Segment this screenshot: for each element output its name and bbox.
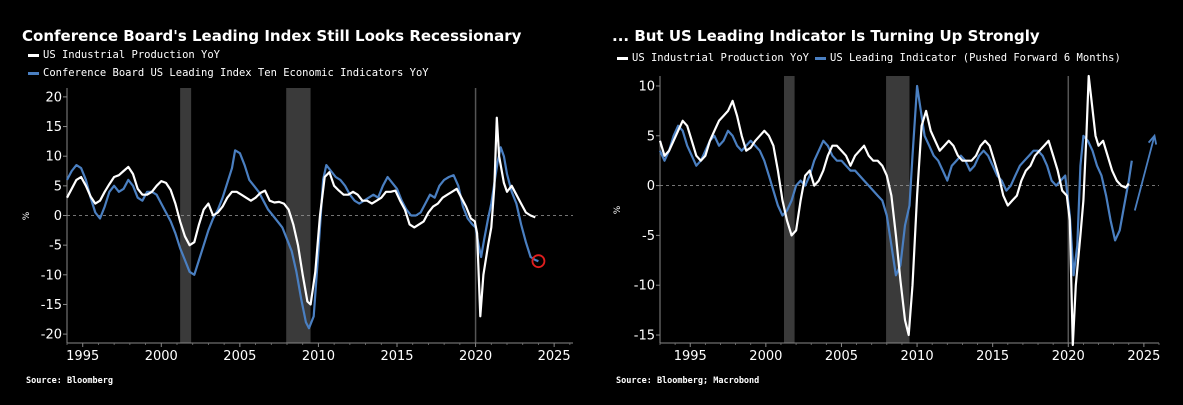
y-tick-label: -5: [49, 239, 62, 254]
recession-band: [886, 76, 910, 343]
x-tick-label: 2020: [459, 349, 492, 364]
x-tick-label: 2000: [749, 349, 782, 364]
y-tick-label: 0: [54, 209, 62, 224]
left-legend-item-1: US Industrial Production YoY: [28, 49, 220, 61]
y-tick-label: 5: [54, 179, 62, 194]
legend-swatch-white: [617, 56, 628, 60]
left-legend-label-2: Conference Board US Leading Index Ten Ec…: [43, 67, 429, 79]
right-chart-plot: -15 -10 -5 0 5 10% 1995 2000 2005 2010 2015 2020 202…: [613, 74, 1160, 364]
y-tick-label: 0: [647, 179, 655, 194]
left-chart-title: Conference Board's Leading Index Still L…: [22, 27, 522, 45]
legend-swatch-white: [28, 53, 39, 57]
y-tick-label: -5: [642, 229, 655, 244]
x-tick-label: 2015: [976, 349, 1009, 364]
legend-swatch-blue: [815, 56, 827, 60]
y-axis-label: %: [22, 211, 32, 220]
left-legend-item-2: Conference Board US Leading Index Ten Ec…: [28, 67, 429, 79]
x-tick-label: 2010: [901, 349, 934, 364]
highlight-circle: [531, 254, 546, 269]
x-tick-label: 2015: [380, 349, 413, 364]
left-chart-plot: -20 -15 -10 -5 0 5 10 15 20% 1995 2000 2005 2010 2015…: [22, 88, 573, 364]
x-tick-label: 2005: [223, 349, 256, 364]
y-tick-label: -20: [41, 328, 62, 343]
right-chart-source: Source: Bloomberg; Macrobond: [616, 376, 760, 386]
series-line-industrial-production: [658, 74, 1130, 347]
x-tick-label: 2025: [538, 349, 571, 364]
right-legend: US Industrial Production YoY US Leading …: [617, 52, 1121, 64]
right-chart-title: ... But US Leading Indicator Is Turning …: [612, 27, 1040, 45]
series-line-leading-index: [66, 146, 539, 330]
y-tick-label: 5: [647, 129, 655, 144]
y-tick-label: 10: [45, 150, 62, 165]
y-tick-label: -15: [41, 298, 62, 313]
y-tick-label: 10: [638, 79, 655, 94]
recession-band: [783, 76, 795, 343]
left-chart-source: Source: Bloomberg: [26, 376, 113, 386]
projection-arrow-shaft: [1133, 135, 1156, 211]
y-tick-label: -15: [634, 329, 655, 344]
right-legend-label-1: US Industrial Production YoY: [632, 52, 810, 64]
right-legend-label-2: US Leading Indicator (Pushed Forward 6 M…: [830, 52, 1121, 64]
y-tick-label: -10: [634, 279, 655, 294]
left-legend-label-1: US Industrial Production YoY: [43, 49, 221, 61]
x-tick-label: 2005: [825, 349, 858, 364]
series-line-industrial-production: [66, 116, 536, 318]
x-tick-label: 2010: [302, 349, 335, 364]
x-tick-label: 2025: [1127, 349, 1160, 364]
y-axis-label: %: [613, 205, 623, 214]
projection-arrow-head: [1147, 133, 1158, 145]
y-tick-label: 15: [45, 120, 62, 135]
x-tick-label: 2000: [145, 349, 178, 364]
legend-swatch-blue: [28, 71, 39, 75]
recession-band: [180, 88, 192, 343]
x-tick-label: 1995: [66, 349, 99, 364]
series-line-leading-index: [658, 84, 1133, 277]
x-tick-label: 2020: [1052, 349, 1085, 364]
y-tick-label: 20: [45, 90, 62, 105]
y-tick-label: -10: [41, 268, 62, 283]
x-tick-label: 1995: [674, 349, 707, 364]
